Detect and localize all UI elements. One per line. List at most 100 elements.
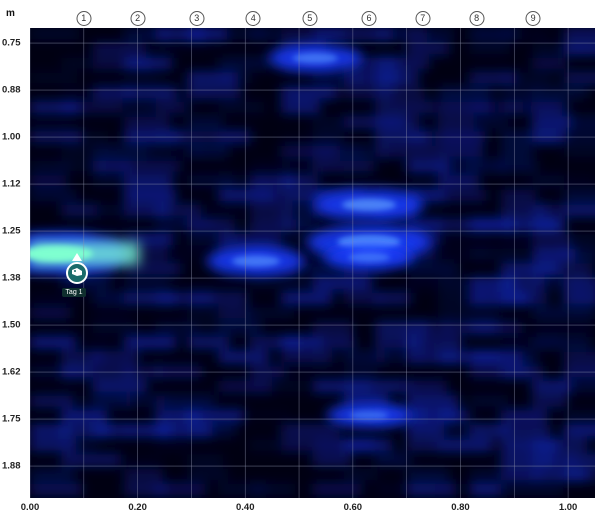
heatmap-cell	[500, 336, 560, 349]
heatmap-cell	[563, 380, 595, 393]
heatmap-cell	[469, 321, 522, 334]
heatmap-cell	[312, 116, 347, 128]
heatmap-cell	[186, 116, 223, 128]
heatmap-cell	[532, 42, 593, 55]
heatmap-cell	[563, 204, 595, 216]
heatmap-cell	[438, 174, 479, 187]
heatmap-cell	[249, 160, 291, 172]
heatmap-cell	[124, 292, 179, 305]
heatmap-cell	[469, 248, 524, 261]
heatmap-cell	[500, 468, 540, 481]
heatmap-cell	[343, 72, 399, 84]
heatmap-cell	[249, 189, 310, 202]
channel-marker[interactable]: 2	[130, 11, 146, 26]
heatmap-cell	[406, 174, 459, 187]
heatmap-cell	[500, 292, 547, 305]
heatmap-canvas	[30, 28, 595, 498]
heatmap-cell	[375, 145, 438, 158]
heatmap-cell	[61, 57, 96, 70]
heatmap-cell	[406, 483, 456, 496]
heatmap-cell	[532, 101, 570, 114]
channel-marker[interactable]: 9	[525, 11, 541, 26]
heatmap-cell	[155, 395, 215, 407]
heatmap-cell	[406, 160, 450, 172]
heatmap-cell	[124, 160, 181, 172]
heatmap-cell	[218, 307, 252, 319]
heatmap-cell	[343, 365, 378, 378]
heatmap-cell	[406, 42, 450, 55]
heatmap-cell	[186, 130, 249, 143]
channel-marker[interactable]: 6	[361, 11, 377, 26]
heatmap-cell	[155, 204, 202, 216]
heatmap-cell	[281, 365, 339, 378]
heatmap-cell	[500, 424, 551, 437]
heatmap-cell	[469, 483, 502, 496]
heatmap-cell	[281, 86, 338, 99]
heatmap-cell	[186, 204, 245, 216]
heatmap-cell	[92, 160, 129, 172]
heatmap-cell	[469, 277, 516, 290]
heatmap-cell	[124, 233, 173, 246]
heatmap-cell	[312, 483, 362, 496]
heatmap-cell	[186, 409, 244, 422]
heatmap-cell	[187, 278, 247, 290]
channel-marker[interactable]: 4	[245, 11, 261, 26]
heatmap-cell	[30, 483, 82, 496]
heatmap-cell	[92, 351, 139, 363]
heatmap-cell	[563, 468, 595, 481]
heatmap-cell	[218, 130, 253, 143]
heatmap-cell	[218, 233, 281, 246]
heatmap-cell	[343, 380, 402, 393]
heatmap-cell	[438, 86, 492, 99]
heatmap-cell	[30, 395, 73, 407]
heatmap-cell	[186, 336, 230, 349]
heatmap-cell	[532, 263, 593, 275]
heatmap-cell	[406, 336, 463, 349]
heatmap-cell	[186, 292, 248, 305]
channel-marker[interactable]: 7	[415, 11, 431, 26]
heatmap-cell	[92, 365, 135, 378]
heatmap-cell	[281, 424, 340, 437]
heatmap-cell	[500, 218, 560, 231]
channel-marker[interactable]: 3	[189, 11, 205, 26]
heatmap-cell	[312, 453, 351, 466]
heatmap-cell	[406, 28, 455, 40]
tag-marker[interactable]: Tag 1	[58, 253, 98, 308]
heatmap-cell	[532, 233, 571, 246]
y-tick-label: 1.00	[2, 131, 21, 143]
heatmap-cell	[281, 101, 320, 114]
channel-marker[interactable]: 8	[469, 11, 485, 26]
heatmap-cell	[312, 130, 345, 143]
heatmap-cell	[532, 248, 576, 261]
heatmap-cell	[124, 57, 173, 70]
heatmap-cell	[249, 365, 285, 378]
heatmap-cell	[343, 145, 390, 158]
heatmap-cell	[124, 336, 177, 349]
x-tick-label: 0.80	[451, 502, 470, 513]
heatmap-cell	[61, 424, 112, 437]
heatmap-cell	[155, 424, 213, 437]
heatmap-cell	[61, 204, 97, 216]
heatmap-cell	[92, 380, 147, 393]
y-tick-label: 0.88	[2, 84, 21, 96]
hotspot	[206, 246, 306, 276]
heatmap-cell	[343, 28, 393, 40]
heatmap-cell	[375, 72, 418, 84]
heatmap-cell	[312, 277, 372, 290]
heatmap-cell	[344, 160, 380, 172]
heatmap-cell	[61, 439, 97, 451]
heatmap-cell	[124, 116, 170, 128]
heatmap-cell	[563, 351, 595, 363]
heatmap-cell	[532, 468, 588, 481]
heatmap-cell	[563, 28, 595, 40]
channel-marker[interactable]: 1	[76, 11, 92, 26]
heatmap-cell	[500, 204, 548, 216]
heatmap-cell	[532, 86, 588, 99]
heatmap-cell	[563, 116, 595, 128]
heatmap-cell	[124, 453, 162, 466]
heatmap-cell	[92, 424, 127, 437]
heatmap-cell	[249, 204, 293, 216]
channel-marker[interactable]: 5	[302, 11, 318, 26]
heatmap-cell	[186, 468, 229, 481]
y-tick-label: 1.88	[2, 460, 21, 472]
